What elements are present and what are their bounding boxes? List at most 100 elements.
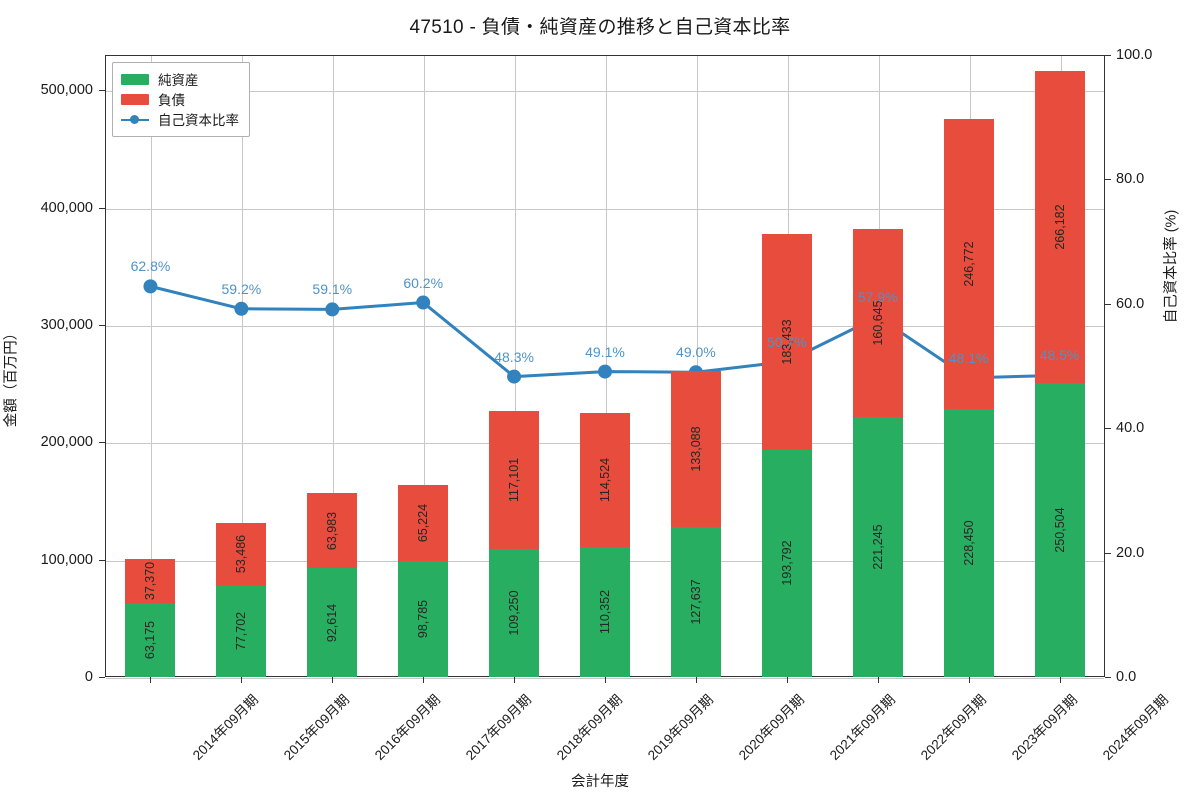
- x-tick: [514, 677, 516, 683]
- gridline-vertical: [424, 56, 426, 676]
- x-tick: [877, 677, 879, 683]
- legend-swatch-icon: [121, 73, 149, 85]
- bar-value-label-liabilities: 37,370: [143, 561, 158, 601]
- x-tick: [1059, 677, 1061, 683]
- bar-value-label-equity: 63,175: [143, 620, 158, 660]
- legend-item[interactable]: 自己資本比率: [121, 109, 239, 129]
- ratio-value-label: 60.2%: [403, 274, 444, 291]
- y-tick-label-left: 500,000: [40, 82, 93, 99]
- y-tick-right: [1105, 552, 1111, 554]
- y-tick-label-right: 40.0: [1116, 420, 1145, 437]
- legend-item[interactable]: 純資産: [121, 69, 239, 89]
- bar-value-label-liabilities: 266,182: [1052, 204, 1067, 250]
- bar-segment-liabilities: 183,433: [761, 234, 812, 450]
- legend-line-marker-icon: [121, 114, 149, 125]
- ratio-value-label: 59.1%: [312, 281, 353, 298]
- y-tick-label-right: 0.0: [1116, 669, 1137, 685]
- y-tick-left: [99, 207, 105, 209]
- bar-segment-equity: 92,614: [307, 568, 358, 677]
- y-tick-left: [99, 559, 105, 561]
- bar-value-label-liabilities: 160,645: [870, 300, 885, 346]
- gridline-horizontal: [106, 91, 1104, 93]
- ratio-value-label: 49.0%: [676, 344, 716, 361]
- ratio-value-label: 48.3%: [494, 348, 534, 365]
- ratio-value-label: 48.5%: [1039, 347, 1080, 364]
- bar-value-label-equity: 92,614: [325, 603, 340, 642]
- y-tick-right: [1105, 428, 1111, 430]
- bar-segment-equity: 109,250: [489, 548, 540, 677]
- bar-segment-liabilities: 246,772: [943, 119, 994, 409]
- bar-segment-liabilities: 266,182: [1034, 70, 1085, 383]
- chart-title: 47510 - 負債・純資産の推移と自己資本比率: [409, 17, 791, 38]
- y-tick-label-left: 200,000: [40, 434, 93, 451]
- bar-segment-equity: 98,785: [398, 561, 449, 677]
- ratio-line: [150, 284, 1060, 380]
- y-tick-left: [99, 324, 105, 326]
- ratio-value-label: 57.9%: [857, 288, 898, 305]
- x-tick: [786, 677, 788, 683]
- gridline-vertical: [151, 56, 153, 676]
- bar-value-label-equity: 98,785: [416, 599, 431, 639]
- bar-value-label-equity: 193,792: [779, 540, 794, 586]
- y-tick-label-left: 300,000: [40, 316, 93, 333]
- bar-value-label-equity: 221,245: [870, 524, 885, 570]
- y-tick-right: [1105, 55, 1111, 56]
- y-tick-right: [1105, 677, 1111, 678]
- bar-value-label-liabilities: 65,224: [416, 503, 431, 542]
- x-tick: [150, 677, 152, 683]
- y-tick-label-right: 60.0: [1116, 295, 1145, 312]
- ratio-value-label: 62.8%: [130, 258, 171, 275]
- bar-value-label-liabilities: 53,486: [234, 535, 249, 574]
- bar-segment-liabilities: 65,224: [398, 484, 449, 562]
- ratio-value-label: 49.1%: [585, 343, 625, 360]
- y-tick-label-left: 0: [84, 669, 93, 685]
- ratio-value-label: 59.2%: [221, 280, 262, 297]
- bar-segment-liabilities: 117,101: [489, 411, 540, 549]
- legend-item[interactable]: 負債: [121, 89, 239, 109]
- bar-value-label-equity: 77,702: [234, 612, 249, 651]
- bar-segment-equity: 127,637: [670, 527, 721, 677]
- bar-segment-equity: 221,245: [852, 417, 903, 677]
- ratio-data-point: [598, 364, 612, 379]
- y-tick-left: [99, 442, 105, 444]
- x-tick: [423, 677, 425, 683]
- legend-swatch-icon: [121, 93, 149, 105]
- legend-label: 純資産: [158, 73, 199, 88]
- ratio-value-label: 50.7%: [766, 333, 807, 350]
- ratio-data-point: [143, 279, 158, 294]
- bar-segment-liabilities: 114,524: [580, 413, 630, 548]
- ratio-data-point: [325, 302, 340, 317]
- gridline-vertical: [515, 56, 517, 676]
- bar-value-label-liabilities: 246,772: [961, 241, 976, 287]
- y-tick-left: [99, 90, 105, 92]
- bar-value-label-equity: 127,637: [688, 579, 703, 625]
- y-tick-label-right: 80.0: [1116, 171, 1145, 188]
- bar-value-label-liabilities: 117,101: [507, 457, 522, 503]
- gridline-horizontal: [106, 325, 1104, 327]
- bar-segment-liabilities: 37,370: [125, 559, 176, 603]
- bar-segment-equity: 63,175: [125, 602, 176, 677]
- bar-segment-liabilities: 53,486: [216, 523, 267, 586]
- x-tick: [968, 677, 970, 683]
- y-tick-right: [1105, 303, 1111, 305]
- gridline-vertical: [333, 56, 335, 676]
- bar-segment-liabilities: 160,645: [852, 228, 903, 418]
- bar-segment-equity: 250,504: [1034, 383, 1085, 677]
- bar-value-label-equity: 250,504: [1052, 507, 1067, 553]
- bar-segment-equity: 228,450: [943, 408, 994, 677]
- x-axis-label: 会計年度: [571, 774, 629, 790]
- y-tick-label-left: 400,000: [40, 199, 93, 216]
- bar-segment-equity: 110,352: [580, 547, 630, 677]
- y-tick-label-right: 20.0: [1116, 544, 1145, 561]
- bar-segment-equity: 77,702: [216, 585, 267, 677]
- bar-value-label-equity: 228,450: [961, 520, 976, 566]
- x-tick: [332, 677, 334, 683]
- chart-legend: 純資産 負債自己資本比率: [112, 62, 250, 137]
- y-tick-label-right: 100.0: [1116, 47, 1153, 63]
- bar-value-label-liabilities: 63,983: [325, 511, 340, 550]
- bar-value-label-equity: 109,250: [507, 590, 522, 636]
- legend-label: 自己資本比率: [158, 113, 239, 128]
- bar-segment-equity: 193,792: [761, 449, 812, 677]
- bar-value-label-liabilities: 133,088: [688, 426, 703, 472]
